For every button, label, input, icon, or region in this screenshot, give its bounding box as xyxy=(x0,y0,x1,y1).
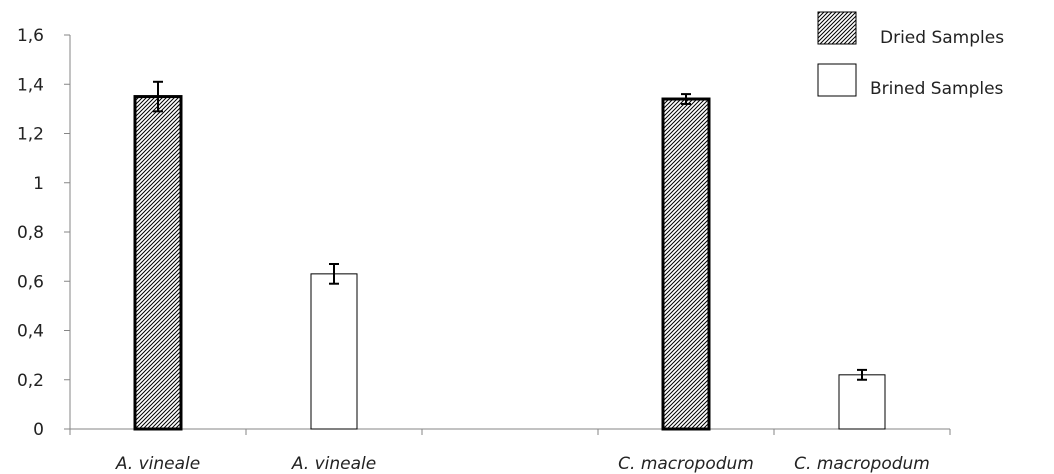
legend-swatch-brined xyxy=(817,63,857,97)
y-tick-label: 0,8 xyxy=(17,223,44,243)
x-axis: A. vineale A. vineale C. macropodum C. macr… xyxy=(69,428,951,474)
y-tick-label: 0 xyxy=(33,420,44,440)
legend: Dried Samples Brined Samples xyxy=(817,11,1004,99)
y-tick-label: 0,2 xyxy=(17,371,44,391)
y-tick-group: 0 0,2 0,4 0,6 0,8 1 1,2 1,4 1,6 xyxy=(17,26,70,440)
error-bar xyxy=(153,80,163,113)
bar-dried xyxy=(661,97,711,431)
y-tick-label: 1 xyxy=(33,174,44,194)
legend-label-dried: Dried Samples xyxy=(880,28,1004,48)
error-bar xyxy=(329,263,339,285)
bar-brined xyxy=(838,374,886,430)
error-bar xyxy=(857,368,867,381)
y-axis: 0 0,2 0,4 0,6 0,8 1 1,2 1,4 1,6 xyxy=(17,26,71,440)
x-tick-group: A. vineale A. vineale C. macropodum C. macr… xyxy=(69,429,951,474)
error-bar-group xyxy=(153,80,867,381)
x-tick-label: C. macropodum xyxy=(618,454,754,474)
y-tick-label: 1,4 xyxy=(17,75,44,95)
x-tick-label: A. vineale xyxy=(115,454,200,474)
y-tick-label: 0,4 xyxy=(17,322,44,342)
x-tick-label: A. vineale xyxy=(291,454,376,474)
y-tick-label: 1,2 xyxy=(17,125,44,145)
y-tick-label: 0,6 xyxy=(17,272,44,292)
bar-brined xyxy=(310,273,358,430)
legend-label-brined: Brined Samples xyxy=(870,79,1004,99)
y-tick-label: 1,6 xyxy=(17,26,44,46)
x-tick-label: C. macropodum xyxy=(794,454,930,474)
error-bar xyxy=(681,93,691,105)
legend-swatch-dried xyxy=(817,11,857,45)
bar-group xyxy=(133,95,886,431)
bar-dried xyxy=(133,95,183,431)
